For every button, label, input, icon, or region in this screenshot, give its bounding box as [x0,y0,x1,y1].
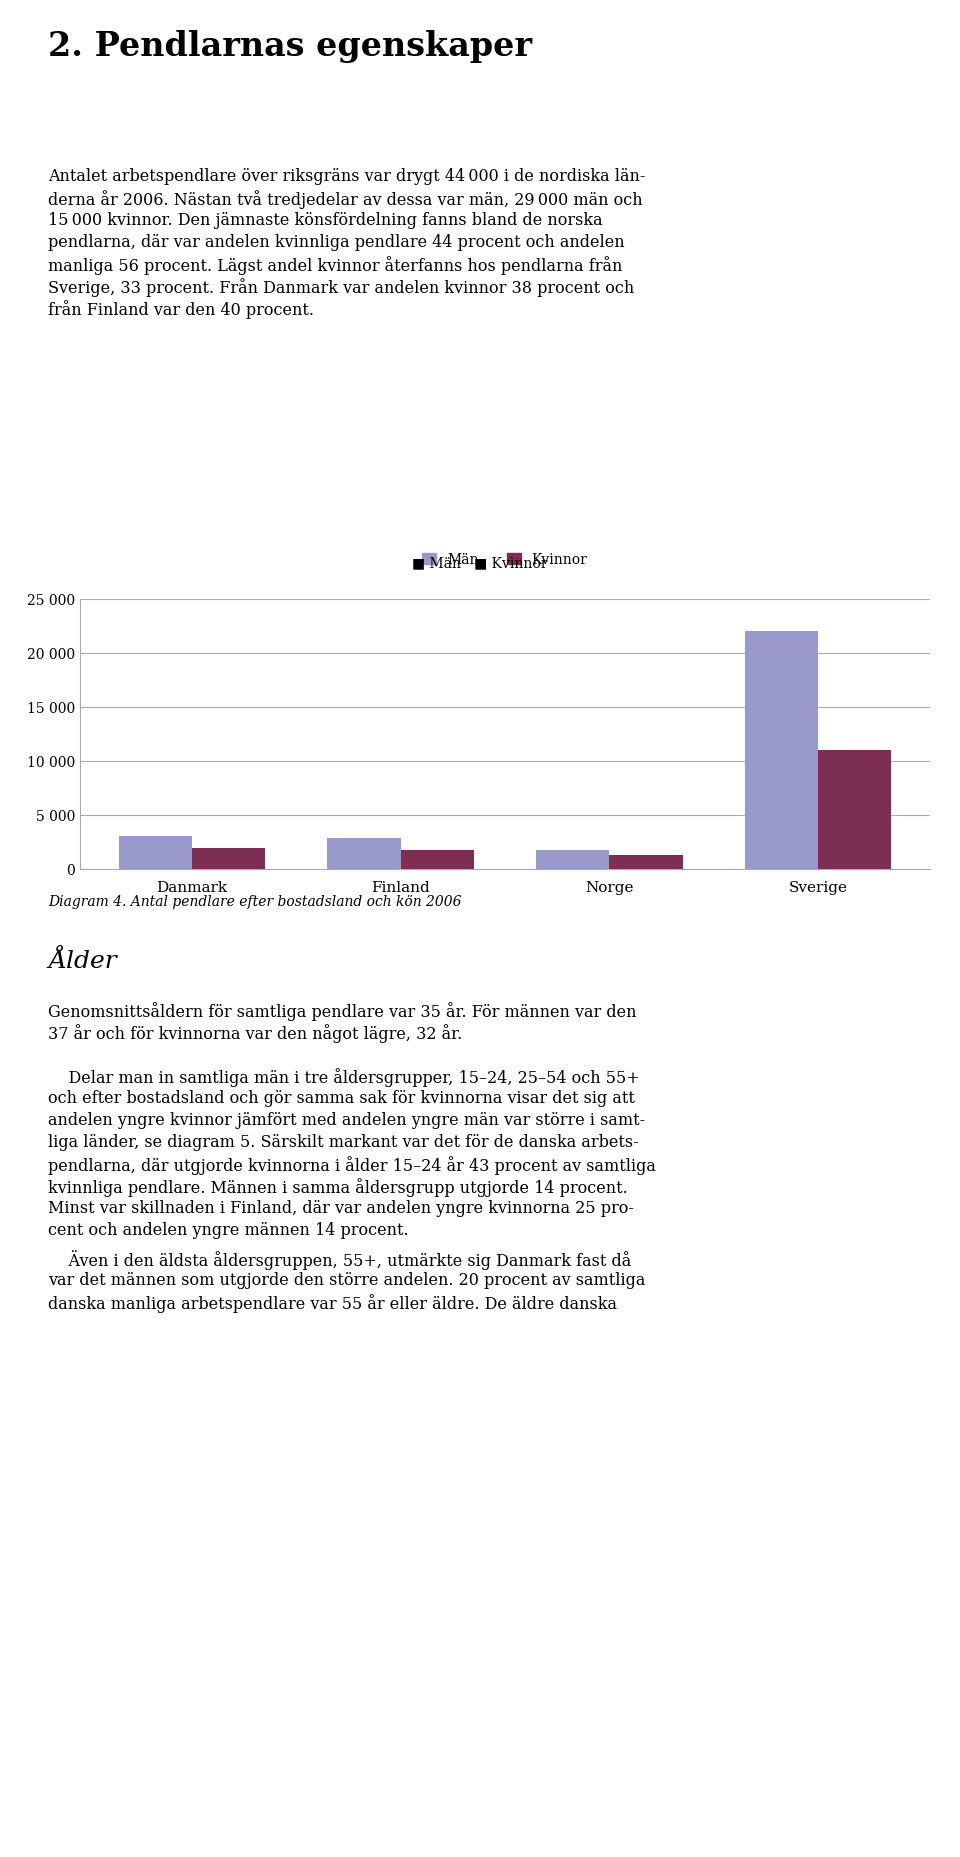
Text: 37 år och för kvinnorna var den något lägre, 32 år.: 37 år och för kvinnorna var den något lä… [48,1023,463,1042]
Bar [537,851,610,869]
Text: pendlarna, där var andelen kvinnliga pendlare 44 procent och andelen: pendlarna, där var andelen kvinnliga pen… [48,234,625,251]
Bar [745,631,818,869]
Text: var det männen som utgjorde den större andelen. 20 procent av samtliga: var det männen som utgjorde den större a… [48,1272,645,1289]
Text: ■ Män   ■ Kvinnor: ■ Män ■ Kvinnor [412,555,548,570]
Text: Diagram 4. Antal pendlare efter bostadsland och kön 2006: Diagram 4. Antal pendlare efter bostadsl… [48,895,462,908]
Text: 15 000 kvinnor. Den jämnaste könsfördelning fanns bland de norska: 15 000 kvinnor. Den jämnaste könsfördeln… [48,212,603,228]
Text: och efter bostadsland och gör samma sak för kvinnorna visar det sig att: och efter bostadsland och gör samma sak … [48,1090,635,1107]
Text: pendlarna, där utgjorde kvinnorna i ålder 15–24 år 43 procent av samtliga: pendlarna, där utgjorde kvinnorna i ålde… [48,1155,656,1174]
Legend: Män, Kvinnor: Män, Kvinnor [417,548,593,572]
Text: kvinnliga pendlare. Männen i samma åldersgrupp utgjorde 14 procent.: kvinnliga pendlare. Männen i samma ålder… [48,1177,628,1196]
Text: Delar man in samtliga män i tre åldersgrupper, 15–24, 25–54 och 55+: Delar man in samtliga män i tre åldersgr… [48,1068,639,1086]
Bar [610,856,683,869]
Text: andelen yngre kvinnor jämfört med andelen yngre män var större i samt-: andelen yngre kvinnor jämfört med andele… [48,1110,645,1129]
Text: Även i den äldsta åldersgruppen, 55+, utmärkte sig Danmark fast då: Även i den äldsta åldersgruppen, 55+, ut… [48,1250,632,1268]
Bar [400,851,473,869]
Bar [327,838,400,869]
Text: Sverige, 33 procent. Från Danmark var andelen kvinnor 38 procent och: Sverige, 33 procent. Från Danmark var an… [48,279,635,297]
Bar [119,838,192,869]
Bar [818,750,892,869]
Text: Minst var skillnaden i Finland, där var andelen yngre kvinnorna 25 pro-: Minst var skillnaden i Finland, där var … [48,1200,634,1216]
Text: derna år 2006. Nästan två tredjedelar av dessa var män, 29 000 män och: derna år 2006. Nästan två tredjedelar av… [48,189,642,208]
Text: Antalet arbetspendlare över riksgräns var drygt 44 000 i de nordiska län-: Antalet arbetspendlare över riksgräns va… [48,167,645,186]
Text: Genomsnittsåldern för samtliga pendlare var 35 år. För männen var den: Genomsnittsåldern för samtliga pendlare … [48,1001,636,1019]
Text: cent och andelen yngre männen 14 procent.: cent och andelen yngre männen 14 procent… [48,1222,409,1239]
Text: från Finland var den 40 procent.: från Finland var den 40 procent. [48,299,314,319]
Text: manliga 56 procent. Lägst andel kvinnor återfanns hos pendlarna från: manliga 56 procent. Lägst andel kvinnor … [48,256,622,275]
Bar [192,849,265,869]
Text: danska manliga arbetspendlare var 55 år eller äldre. De äldre danska: danska manliga arbetspendlare var 55 år … [48,1292,617,1313]
Text: 2. Pendlarnas egenskaper: 2. Pendlarnas egenskaper [48,30,532,63]
Text: Ålder: Ålder [48,949,117,973]
Text: liga länder, se diagram 5. Särskilt markant var det för de danska arbets-: liga länder, se diagram 5. Särskilt mark… [48,1133,638,1149]
